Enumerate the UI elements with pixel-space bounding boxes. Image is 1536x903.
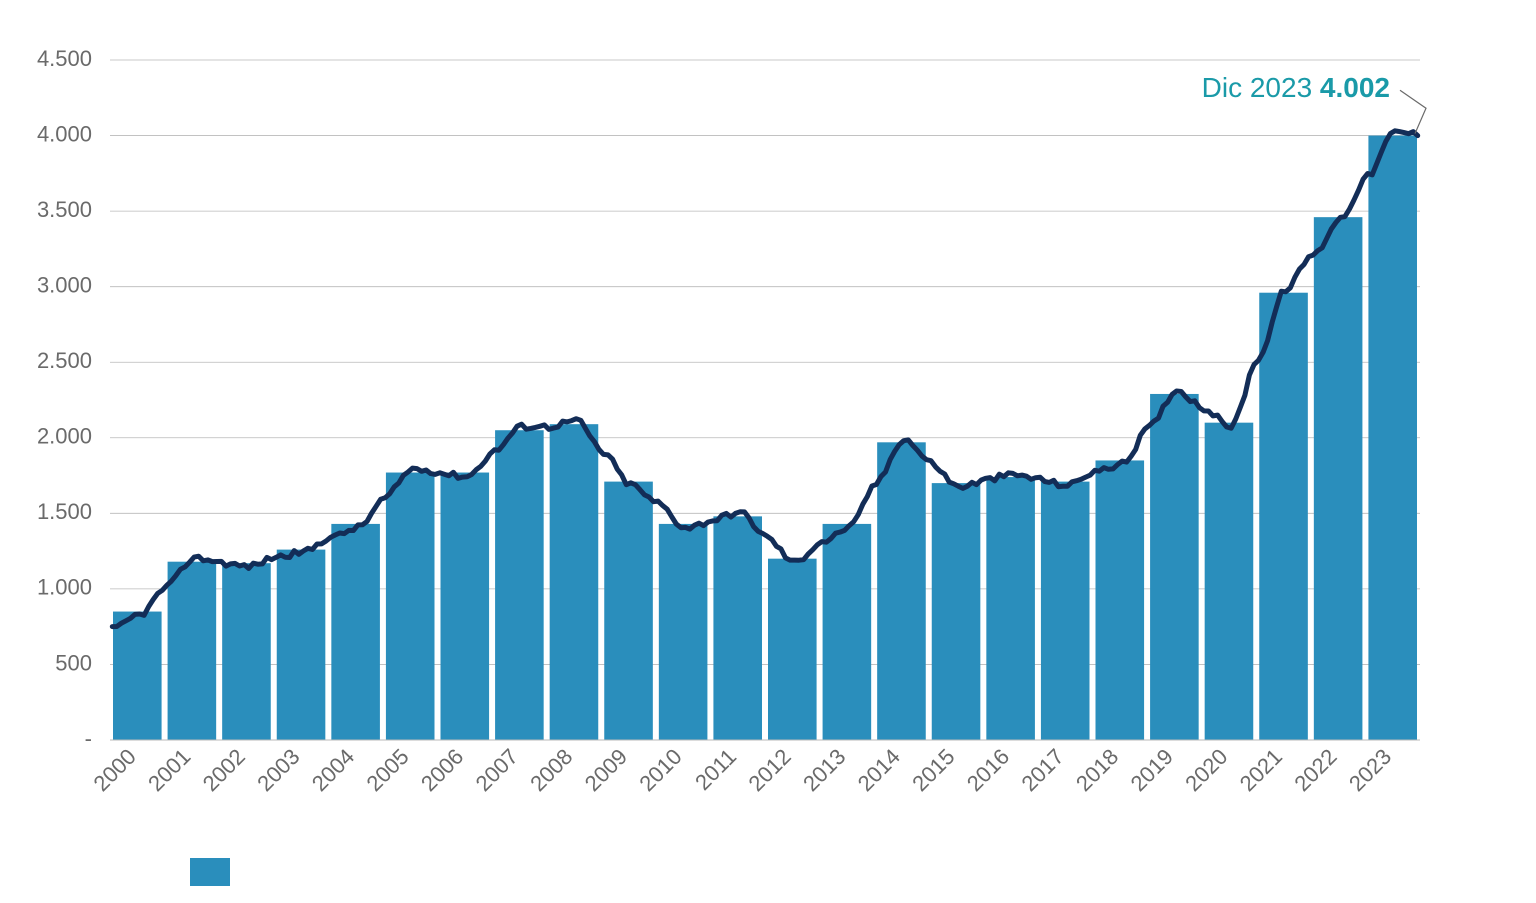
bar	[222, 563, 271, 740]
chart-svg: - 500 1.000 1.500 2.000 2.500 3.000 3.500 4.000 4…	[0, 0, 1536, 903]
y-tick-label: 2.500	[37, 348, 92, 373]
legend-swatch	[190, 858, 230, 886]
chart-container: - 500 1.000 1.500 2.000 2.500 3.000 3.500 4.000 4…	[0, 0, 1536, 903]
bar	[168, 562, 217, 740]
bar	[441, 473, 490, 740]
bar	[495, 430, 544, 740]
y-tick-label: 500	[55, 650, 92, 675]
bar	[550, 424, 599, 740]
bar	[1205, 423, 1254, 740]
bar	[986, 477, 1035, 740]
y-tick-label: 4.500	[37, 46, 92, 71]
bar	[1150, 394, 1199, 740]
y-tick-label: 3.500	[37, 197, 92, 222]
y-tick-label: 3.000	[37, 272, 92, 297]
callout-value: 4.002	[1320, 73, 1390, 104]
bar	[1259, 293, 1308, 740]
y-tick-label: 1.000	[37, 575, 92, 600]
bar	[1096, 460, 1145, 740]
callout-prefix: Dic 2023	[1202, 73, 1320, 104]
bar	[1314, 217, 1363, 740]
bar	[877, 442, 926, 740]
bar	[713, 516, 762, 740]
y-tick-label: 1.500	[37, 499, 92, 524]
y-tick-label: -	[85, 726, 92, 751]
bar	[823, 524, 872, 740]
bar	[932, 483, 981, 740]
bar	[768, 559, 817, 740]
bar	[659, 524, 708, 740]
bar	[277, 550, 326, 740]
y-tick-label: 4.000	[37, 121, 92, 146]
callout-label: Dic 2023 4.002	[1202, 73, 1390, 104]
bar	[604, 482, 653, 740]
y-tick-label: 2.000	[37, 424, 92, 449]
bar	[1368, 136, 1417, 740]
bar	[331, 524, 380, 740]
bar	[1041, 482, 1090, 740]
bar	[113, 612, 162, 740]
bar	[386, 473, 435, 740]
